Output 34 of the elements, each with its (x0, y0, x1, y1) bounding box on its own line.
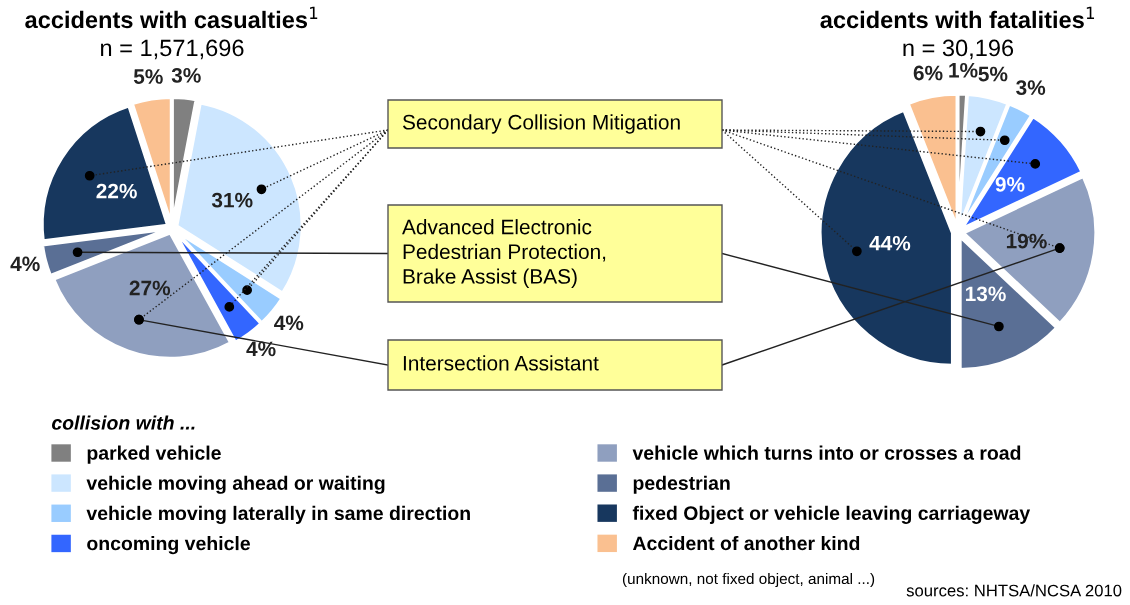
data-label: 4% (274, 315, 304, 331)
chart-subtitle: n = 1,571,696 (101, 39, 244, 60)
data-label: 13% (965, 286, 1006, 302)
text: Secondary Collision Mitigation (402, 114, 680, 134)
legend-label: vehicle moving ahead or waiting (86, 475, 385, 494)
legend-label: vehicle moving laterally in same direction (86, 505, 470, 525)
data-label: 3% (171, 67, 201, 83)
data-label: 44% (869, 235, 911, 251)
legend-label: Accident of another kind (632, 535, 860, 551)
data-label: 22% (96, 183, 137, 199)
chart-title: accidents with fatalities$^{1}$ (820, 6, 1095, 29)
data-label: 5% (978, 66, 1008, 82)
legend-label: pedestrian (633, 475, 730, 494)
data-label: 31% (211, 192, 253, 208)
data-label: 27% (129, 280, 171, 296)
text: (unknown, not fixed object, animal ...) (622, 572, 875, 588)
data-label: 5% (133, 69, 163, 84)
legend-title: collision with ... (52, 415, 195, 430)
text: Intersection Assistant (403, 355, 599, 371)
data-label: 1% (949, 62, 978, 78)
chart-title: accidents with casualties$^{1}$ (25, 6, 318, 29)
text: Advanced Electronic Pedestrian Protection, Brake Assist (BAS) (402, 219, 606, 288)
legend-label: vehicle which turns into or crosses a road (632, 445, 1021, 460)
legend-label: parked vehicle (87, 445, 221, 464)
data-label: 6% (913, 65, 943, 81)
data-label: 9% (995, 177, 1025, 192)
source-note: sources: NHTSA/NCSA 2010 (906, 584, 1122, 597)
data-label: 4% (246, 341, 276, 357)
data-label: 4% (10, 256, 40, 272)
data-label: 3% (1016, 80, 1046, 96)
chart-subtitle: n = 30,196 (903, 39, 1014, 60)
data-label: 19% (1006, 233, 1047, 249)
legend-label: fixed Object or vehicle leaving carriageway (632, 505, 1031, 524)
legend-label: oncoming vehicle (87, 536, 250, 555)
